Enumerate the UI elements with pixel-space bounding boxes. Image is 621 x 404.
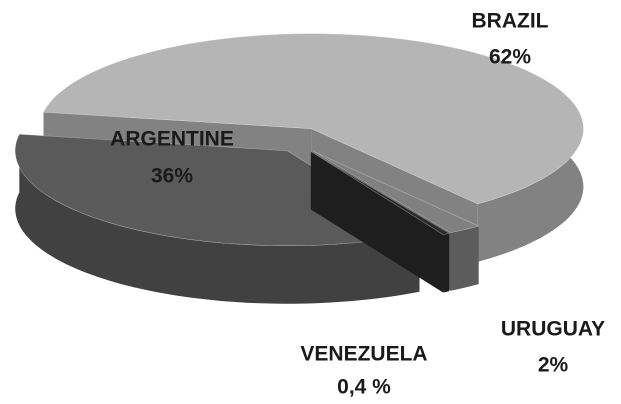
value-label: 36% (151, 165, 193, 188)
value-label: 2% (538, 354, 569, 377)
slice-outer-wall (15, 134, 420, 304)
slice (310, 151, 450, 293)
value-label: 0,4 % (337, 376, 391, 399)
value-label: 62% (489, 46, 531, 69)
category-label: ARGENTINE (110, 128, 234, 151)
category-label: URUGUAY (501, 318, 605, 341)
category-label: VENEZUELA (300, 343, 427, 366)
category-label: BRAZIL (472, 10, 549, 33)
slice-top (43, 33, 584, 205)
slice-outer-wall (450, 226, 479, 291)
slice-top (312, 150, 480, 234)
slice-radial-wall (310, 151, 444, 293)
slice-outer-wall (443, 233, 450, 293)
slice-top (14, 133, 421, 246)
slice-top (310, 151, 450, 235)
